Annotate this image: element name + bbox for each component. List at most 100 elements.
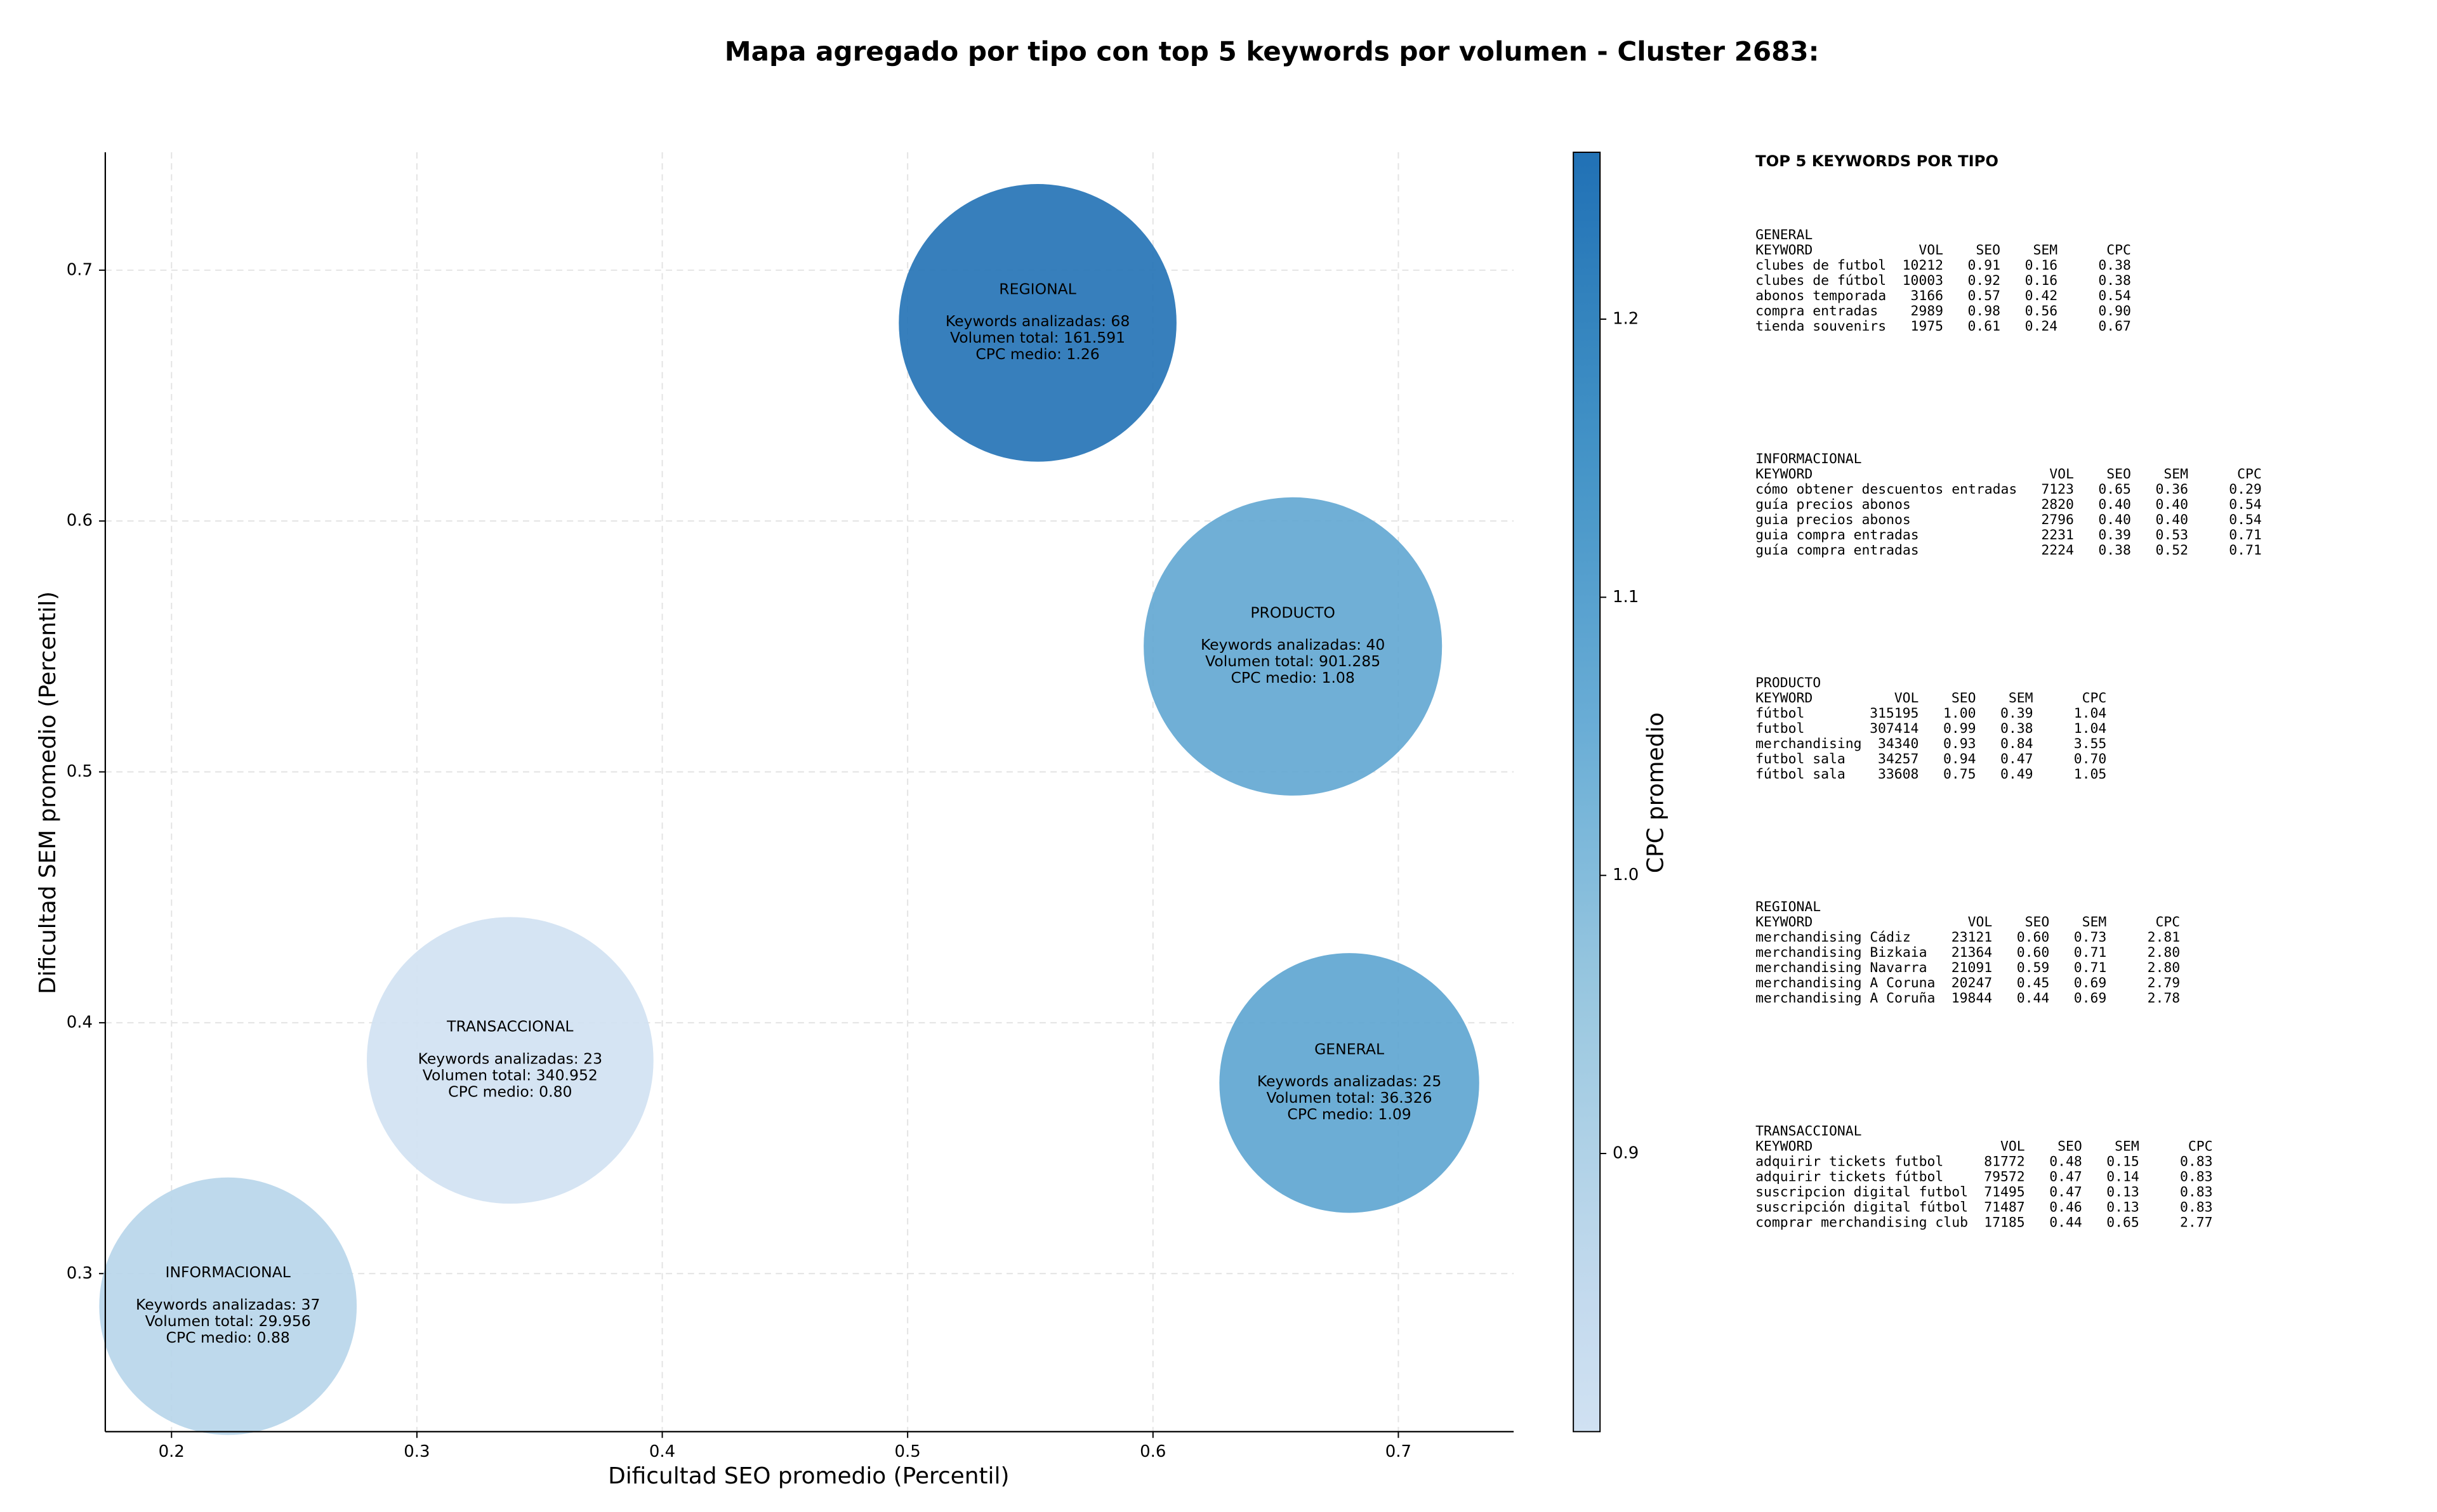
table-cell: 0.90 [2098,303,2131,319]
table-cell: 0.47 [2000,751,2033,767]
bubble-label: Keywords analizadas: 68 [946,312,1130,330]
table-cell: 0.39 [2098,527,2131,543]
table-cell: 0.71 [2229,527,2262,543]
table-cell: suscripcion digital futbol [1755,1184,1968,1200]
table-cell: merchandising Cádiz [1755,930,1911,945]
table-title: TRANSACCIONAL [1755,1123,1861,1139]
table-cell: abonos temporada [1755,288,1886,304]
table-header: CPC [2106,242,2131,258]
table-cell: 2.80 [2148,960,2181,976]
table-cell: 0.40 [2098,512,2131,528]
table-header: VOL [2000,1138,2025,1154]
table-header: VOL [1919,242,1943,258]
table-cell: 3166 [1911,288,1944,304]
table-cell: 0.99 [1943,721,1976,737]
table-header: KEYWORD [1755,242,1813,258]
table-cell: 0.65 [2106,1214,2139,1230]
table-cell: 0.83 [2180,1154,2213,1169]
table-header: VOL [1968,914,1993,930]
table-cell: 34257 [1878,751,1919,767]
table-cell: 20247 [1952,975,1992,991]
bubble-label: Volumen total: 36.326 [1267,1089,1432,1107]
table-cell: 0.70 [2074,751,2107,767]
table-cell: 0.73 [2074,930,2107,945]
bubble-label: Volumen total: 901.285 [1205,652,1380,670]
bubble-name: REGIONAL [999,280,1076,298]
table-header: CPC [2082,690,2107,706]
table-header: SEM [2115,1138,2139,1154]
table-cell: 0.60 [2017,945,2050,961]
table-cell: 1975 [1911,319,1944,334]
table-header: SEO [2057,1138,2082,1154]
table-cell: 10003 [1903,273,1943,289]
y-tick-label: 0.4 [67,1013,93,1032]
table-cell: 0.36 [2155,482,2188,497]
table-cell: 2231 [2041,527,2074,543]
bubble [1219,953,1479,1213]
bubble-label: CPC medio: 1.09 [1287,1105,1411,1123]
table-cell: merchandising Navarra [1755,960,1927,976]
table-cell: 0.38 [2098,258,2131,273]
table-title: INFORMACIONAL [1755,451,1861,467]
colorbar-tick-label: 0.9 [1613,1143,1639,1162]
table-cell: merchandising [1755,736,1861,752]
bubble [899,184,1177,462]
table-cell: adquirir tickets fútbol [1755,1169,1943,1185]
table-cell: 0.54 [2229,512,2262,528]
table-cell: 0.56 [2025,303,2058,319]
bubble-label: Volumen total: 161.591 [950,329,1125,346]
colorbar-tick-label: 1.2 [1613,309,1639,328]
table-cell: 0.53 [2155,527,2188,543]
table-cell: merchandising Bizkaia [1755,945,1927,961]
table-header: VOL [1894,690,1919,706]
table-cell: fútbol [1755,706,1804,721]
table-cell: merchandising A Coruña [1755,990,1935,1006]
table-cell: 0.40 [2098,497,2131,513]
table-header: SEO [1976,242,2000,258]
table-cell: 0.39 [2000,706,2033,721]
table-cell: 10212 [1903,258,1943,273]
table-cell: 0.84 [2000,736,2033,752]
table-header: SEO [1952,690,1976,706]
table-cell: cómo obtener descuentos entradas [1755,482,2017,497]
table-cell: 0.15 [2106,1154,2139,1169]
table-cell: 0.83 [2180,1184,2213,1200]
table-cell: 2796 [2041,512,2074,528]
colorbar-label: CPC promedio [1642,713,1668,873]
table-cell: clubes de futbol [1755,258,1886,273]
table-cell: guia precios abonos [1755,512,1911,528]
table-cell: futbol sala [1755,751,1846,767]
table-cell: 0.83 [2180,1199,2213,1215]
table-title: REGIONAL [1755,899,1821,915]
bubble-name: GENERAL [1314,1040,1384,1058]
table-cell: 0.71 [2229,542,2262,558]
table-cell: 2.81 [2148,930,2181,945]
table-cell: 0.57 [1968,288,2001,304]
table-cell: 81772 [1984,1154,2024,1169]
y-tick-label: 0.5 [67,762,93,781]
table-cell: merchandising A Coruna [1755,975,1935,991]
table-cell: 0.38 [2098,542,2131,558]
colorbar-tick-label: 1.1 [1613,588,1639,607]
bubble [99,1177,357,1435]
table-cell: 2.79 [2148,975,2181,991]
bubble-label: CPC medio: 1.08 [1231,669,1354,687]
table-cell: 307414 [1870,721,1919,737]
table-cell: 79572 [1984,1169,2024,1185]
table-header: SEO [2106,466,2131,482]
table-cell: guia compra entradas [1755,527,1919,543]
table-cell: guía compra entradas [1755,542,1919,558]
x-tick-label: 0.3 [404,1442,430,1461]
table-cell: 0.47 [2049,1169,2082,1185]
x-tick-label: 0.6 [1140,1442,1166,1461]
table-cell: 0.69 [2074,975,2107,991]
table-cell: 71495 [1984,1184,2024,1200]
colorbar-tick-label: 1.0 [1613,865,1639,884]
table-cell: 0.52 [2155,542,2188,558]
table-header: SEM [2009,690,2033,706]
table-cell: 0.14 [2106,1169,2139,1185]
table-cell: 0.54 [2229,497,2262,513]
